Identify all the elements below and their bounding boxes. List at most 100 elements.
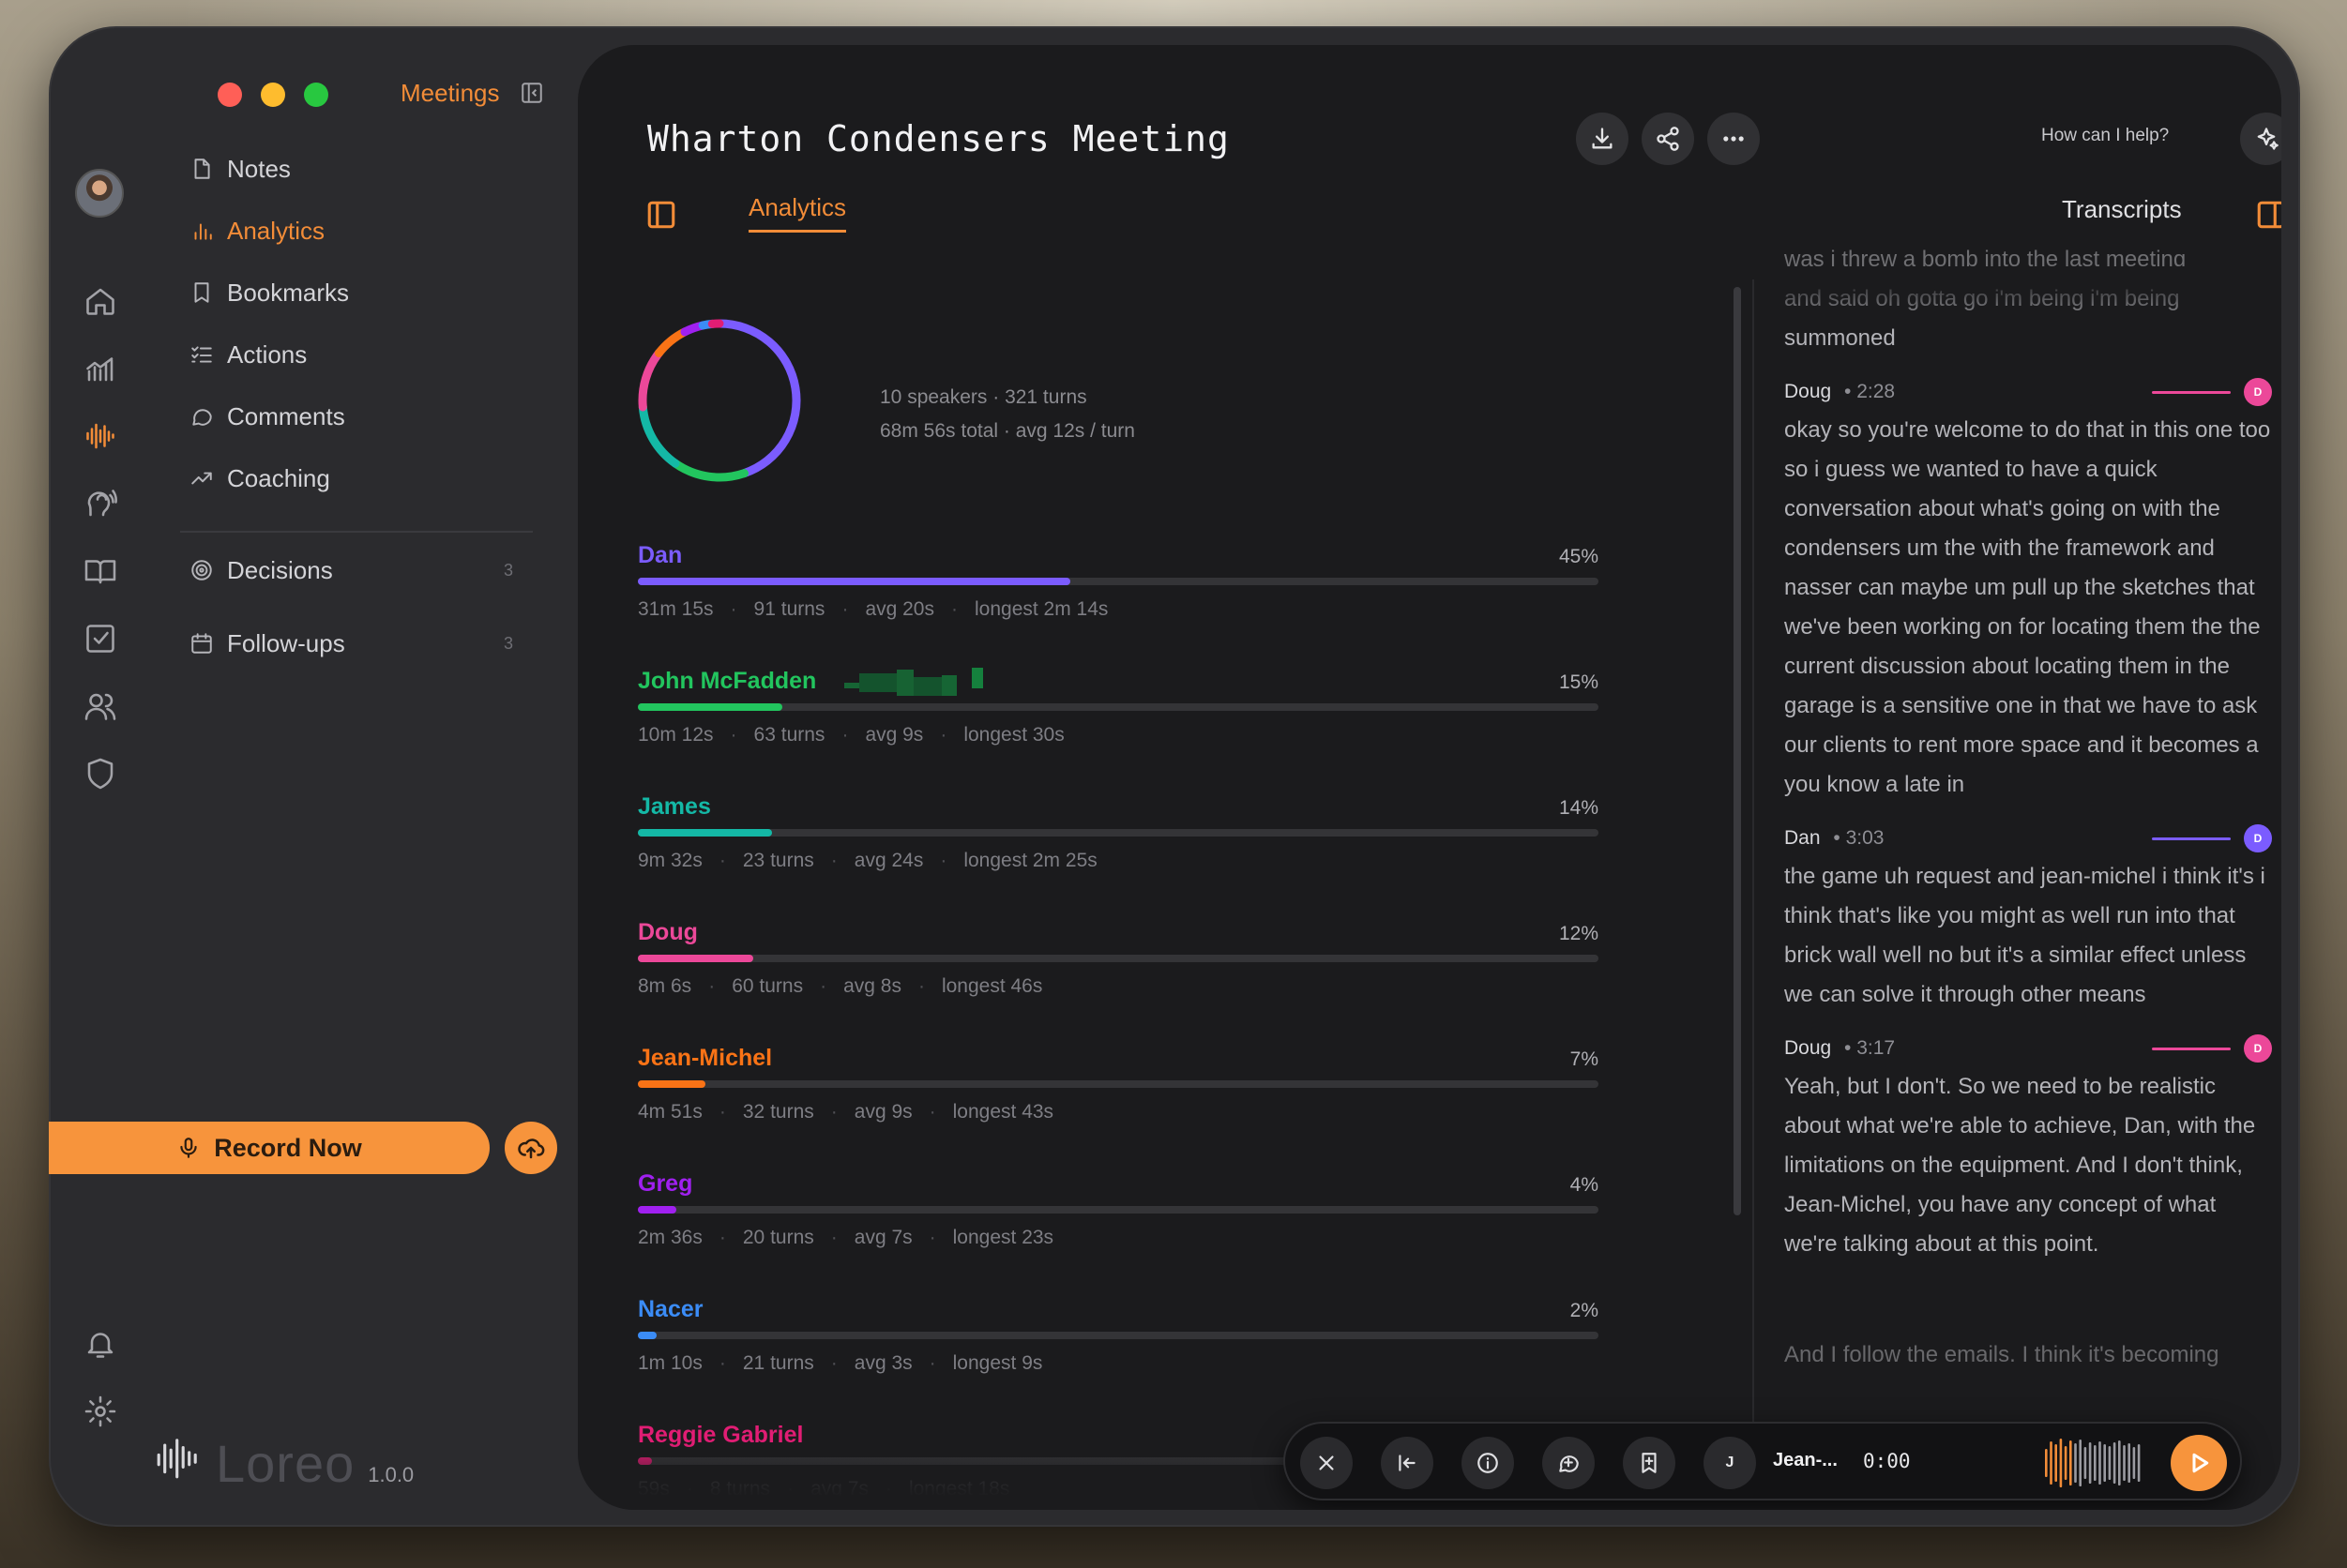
speaker-percentage: 45% (1558, 546, 1598, 567)
sidebar-item-coaching[interactable]: Coaching (189, 458, 330, 499)
timestamp: • 3:17 (1839, 1037, 1896, 1059)
transcript-entry-header[interactable]: Doug • 3:17 D (1784, 1030, 2272, 1067)
speaker-share-bar (638, 578, 1598, 585)
window-maximize-button[interactable] (304, 83, 328, 107)
assistant-button[interactable] (2240, 113, 2281, 165)
speaker-share-fill (638, 578, 1070, 585)
sidebar-item-notes[interactable]: Notes (189, 148, 291, 189)
speaker-row[interactable]: Nacer 2% 1m 10s · 21 turns · avg 3s · longest 9s (638, 1296, 1598, 1390)
checkbox-icon[interactable] (49, 615, 152, 662)
stat-avg: avg 20s (865, 598, 934, 620)
audio-player: J Jean-... 0:00 (1283, 1422, 2242, 1500)
redacted-artifact (835, 662, 1022, 708)
window-minimize-button[interactable] (261, 83, 285, 107)
transcript-fade (1769, 266, 2276, 332)
record-now-button[interactable]: Record Now (49, 1122, 490, 1174)
sidebar-item-analytics[interactable]: Analytics (189, 210, 325, 251)
transcript-entry-header[interactable]: Dan • 3:03 D (1784, 820, 2272, 857)
skip-to-start-button[interactable] (1381, 1437, 1433, 1489)
sidebar-item-label: Bookmarks (227, 278, 350, 307)
play-icon (2192, 1453, 2209, 1473)
speaker-share-fill (638, 829, 773, 837)
share-button[interactable] (1642, 113, 1694, 165)
sidebar-item-bookmarks[interactable]: Bookmarks (189, 272, 349, 313)
speaker-stats: 9m 32s · 23 turns · avg 24s · longest 2m 25s (638, 850, 1098, 872)
sidebar-item-follow-ups[interactable]: Follow-ups (189, 623, 345, 664)
speaker-badge: D (2244, 824, 2272, 852)
record-now-label: Record Now (214, 1133, 362, 1162)
sidebar-item-actions[interactable]: Actions (189, 334, 307, 375)
speaker-row[interactable]: Dan 45% 31m 15s · 91 turns · avg 20s · longest 2… (638, 542, 1598, 636)
stat-turns: 91 turns (753, 598, 825, 620)
tab-analytics[interactable]: Analytics (749, 193, 847, 233)
bell-icon[interactable] (49, 1320, 152, 1367)
ring-segment-james (638, 402, 680, 468)
speaker-row[interactable]: Doug 12% 8m 6s · 60 turns · avg 8s · longest 46s (638, 919, 1598, 1013)
waveform-bar (2088, 1442, 2092, 1484)
book-icon[interactable] (49, 548, 152, 595)
speaker-name: Doug (638, 919, 698, 945)
play-button[interactable] (2171, 1435, 2227, 1491)
avatar[interactable] (75, 169, 124, 218)
upload-button[interactable] (505, 1122, 557, 1174)
speaker-percentage: 7% (1569, 1048, 1598, 1070)
voice-icon[interactable] (49, 480, 152, 527)
stat-separator: · (719, 1227, 726, 1248)
stat-separator: · (719, 1352, 726, 1374)
add-comment-button[interactable] (1542, 1437, 1595, 1489)
shield-icon[interactable] (49, 750, 152, 797)
sidebar-title: Meetings (401, 79, 500, 107)
left-panel-toggle-icon[interactable] (645, 199, 677, 231)
stat-longest: longest 9s (952, 1352, 1043, 1374)
more-options-button[interactable] (1707, 113, 1760, 165)
transcript-entry-header[interactable]: Doug • 2:28 D (1784, 373, 2272, 411)
analytics-icon[interactable] (49, 345, 152, 392)
stat-turns: 63 turns (753, 724, 825, 746)
waveform-icon[interactable] (49, 413, 152, 460)
transcript-text: And I follow the emails. I think it's be… (1784, 1342, 2219, 1367)
close-player-button[interactable] (1300, 1437, 1353, 1489)
speaker-row[interactable]: Greg 4% 2m 36s · 20 turns · avg 7s · longest 23s (638, 1170, 1598, 1264)
speaker-share-bar (638, 955, 1598, 962)
info-button[interactable] (1461, 1437, 1514, 1489)
speaker-share-bar (638, 703, 1598, 711)
speaker-row[interactable]: John McFadden 15% 10m 12s · 63 turns · avg 9s ·… (638, 668, 1598, 761)
add-bookmark-button[interactable] (1623, 1437, 1675, 1489)
speaker-percentage: 15% (1558, 671, 1598, 693)
speaker-row[interactable]: James 14% 9m 32s · 23 turns · avg 24s · longest … (638, 793, 1598, 887)
download-button[interactable] (1576, 113, 1628, 165)
speaker-share-fill (638, 1332, 658, 1339)
main-panel: Wharton Condensers Meeting How can I hel… (578, 45, 2281, 1510)
playback-time: 0:00 (1863, 1450, 1911, 1472)
right-panel-toggle-icon[interactable] (2255, 199, 2281, 231)
waveform-bar (2083, 1447, 2087, 1479)
window-close-button[interactable] (218, 83, 242, 107)
stat-turns: 60 turns (732, 975, 804, 997)
analytics-scrollbar[interactable] (1734, 287, 1741, 1215)
ring-segment-john-mcfadden (671, 459, 749, 482)
stat-separator: · (719, 1101, 726, 1123)
home-icon[interactable] (49, 278, 152, 324)
waveform-bar (2064, 1446, 2067, 1480)
people-icon[interactable] (49, 683, 152, 730)
stat-separator: · (929, 1352, 936, 1374)
sidebar-collapse-icon[interactable] (520, 81, 544, 105)
brand-name: Loreo (216, 1434, 356, 1493)
stat-turns: 20 turns (742, 1227, 814, 1248)
stat-avg: avg 8s (843, 975, 901, 997)
waveform-bar (2074, 1443, 2077, 1483)
gear-icon[interactable] (49, 1388, 152, 1435)
sidebar-item-decisions[interactable]: Decisions (189, 550, 333, 591)
stat-separator: · (730, 598, 737, 620)
assistant-prompt[interactable]: How can I help? (2041, 126, 2170, 145)
tab-transcripts[interactable]: Transcripts (2062, 195, 2182, 223)
stat-separator: · (830, 1352, 838, 1374)
timestamp: • 3:03 (1827, 827, 1885, 849)
waveform-scrubber[interactable] (2041, 1437, 2144, 1489)
speaker-row[interactable]: Jean-Michel 7% 4m 51s · 32 turns · avg 9s · long… (638, 1045, 1598, 1138)
sidebar-item-comments[interactable]: Comments (189, 396, 345, 437)
speaker-stats: 1m 10s · 21 turns · avg 3s · longest 9s (638, 1352, 1042, 1375)
transcript-text: okay so you're welcome to do that in thi… (1784, 417, 2271, 797)
sidebar-item-label: Follow-ups (227, 628, 345, 657)
waveform-bar (2045, 1449, 2048, 1477)
